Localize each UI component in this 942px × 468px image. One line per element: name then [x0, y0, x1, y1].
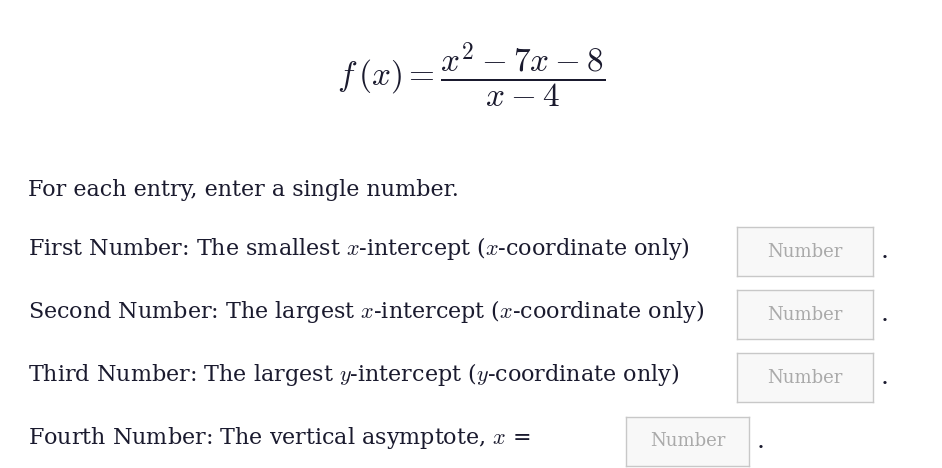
Text: First Number: The smallest $x$-intercept ($x$-coordinate only): First Number: The smallest $x$-intercept…: [28, 234, 690, 262]
Text: Number: Number: [650, 432, 725, 450]
Text: .: .: [881, 366, 888, 389]
Text: Third Number: The largest $y$-intercept ($y$-coordinate only): Third Number: The largest $y$-intercept …: [28, 361, 679, 388]
Text: .: .: [881, 240, 888, 263]
Text: $f\,(x) = \dfrac{x^2-7x-8}{x-4}$: $f\,(x) = \dfrac{x^2-7x-8}{x-4}$: [337, 40, 605, 110]
Text: Number: Number: [767, 306, 843, 324]
Text: Second Number: The largest $x$-intercept ($x$-coordinate only): Second Number: The largest $x$-intercept…: [28, 298, 705, 325]
Text: .: .: [881, 303, 888, 326]
Text: .: .: [756, 430, 764, 453]
Text: Number: Number: [767, 242, 843, 261]
Text: Fourth Number: The vertical asymptote, $x$ =: Fourth Number: The vertical asymptote, $…: [28, 424, 531, 451]
Text: For each entry, enter a single number.: For each entry, enter a single number.: [28, 178, 459, 201]
Text: Number: Number: [767, 369, 843, 387]
